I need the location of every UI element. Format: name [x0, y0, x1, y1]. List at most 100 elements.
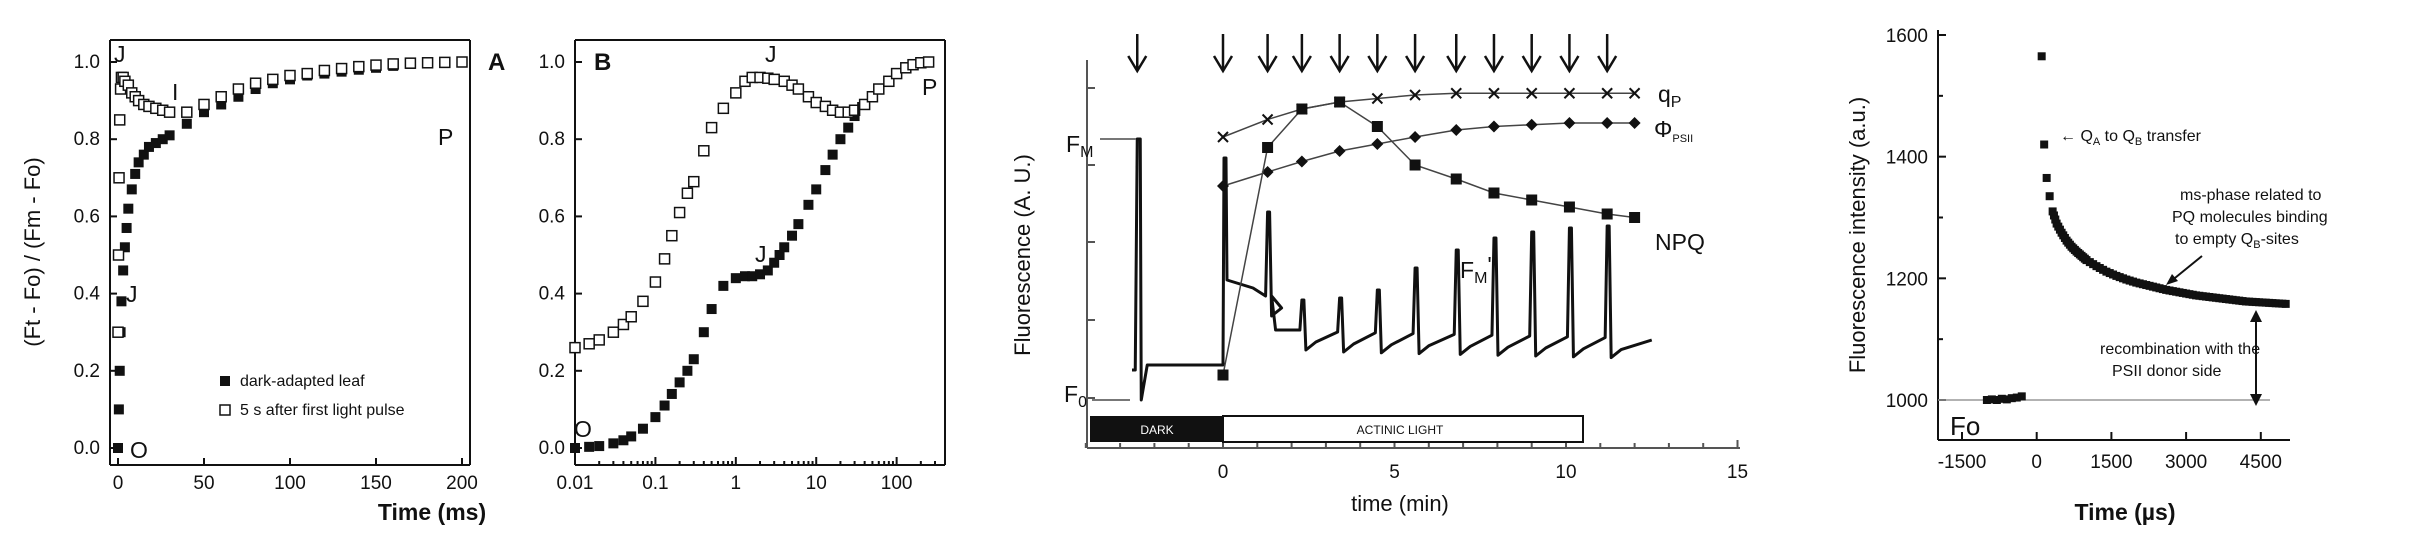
- after-pulse-point: [335, 62, 348, 75]
- after-pulse-point: [717, 102, 730, 115]
- dark-adapted-point: [570, 443, 580, 453]
- panel-b-y-tick-label: 0.2: [539, 361, 565, 382]
- panel-b-x-tick-label: 1: [731, 473, 742, 494]
- pulse-arrow-icon: [1597, 34, 1618, 74]
- dark-adapted-point: [849, 111, 860, 122]
- after-pulse-point: [112, 326, 124, 338]
- fluorescence-point: [2258, 298, 2267, 307]
- dark-adapted-point: [739, 271, 750, 282]
- panel-b-x-tick-label: 0.1: [642, 473, 668, 494]
- after-pulse-point: [353, 60, 365, 73]
- dark-adapted-point: [769, 257, 780, 268]
- dark-period-bar: [1090, 416, 1223, 442]
- qp-point: [1563, 87, 1576, 99]
- dark-adapted-point: [608, 438, 619, 449]
- npq-point: [1629, 212, 1641, 223]
- panel-c-x-tick-label: 10: [1555, 462, 1576, 483]
- dark-adapted-point: [594, 441, 605, 452]
- after-pulse-point: [922, 56, 935, 68]
- dark-adapted-point: [835, 134, 846, 145]
- panel-a-y-tick-label: 0.2: [74, 361, 100, 382]
- panel-a-annotation-j-low: J: [126, 281, 138, 307]
- fluorescence-point: [2148, 282, 2157, 291]
- dark-adapted-point: [123, 203, 134, 214]
- dark-adapted-point: [113, 443, 123, 453]
- dark-adapted-point: [130, 168, 141, 179]
- pulse-arrow-icon: [1367, 34, 1388, 74]
- panel-a-x-tick-label: 50: [193, 473, 214, 494]
- panel-b: 0.0 0.2 0.4 0.6 0.8 1.0 0.01 0.1 1 10 100 B J I P…: [539, 39, 946, 494]
- panel-b-x-ticks: 0.01 0.1 1 10 100: [557, 457, 936, 494]
- fluorescence-point: [2238, 297, 2247, 306]
- pulse-arrow-icon: [1329, 34, 1350, 74]
- dark-adapted-point: [121, 222, 132, 233]
- fluorescence-point: [2080, 254, 2089, 263]
- fluorescence-point: [2037, 52, 2046, 61]
- dark-adapted-point: [150, 138, 161, 149]
- fluorescence-point: [2178, 288, 2187, 297]
- npq-point: [1601, 208, 1613, 220]
- fluorescence-trace: [1132, 137, 1653, 402]
- after-pulse-point: [583, 338, 595, 350]
- panel-b-annotation-o: O: [574, 416, 592, 442]
- panel-a-annotation-p: P: [438, 124, 453, 150]
- qp-point: [1261, 113, 1274, 126]
- fluorescence-point: [1982, 396, 1991, 404]
- panel-d-x-tick-label: 3000: [2165, 452, 2207, 473]
- panel-b-x-tick-label: 10: [806, 473, 827, 494]
- after-pulse-point: [370, 59, 382, 71]
- qp-point: [1628, 87, 1641, 99]
- dark-adapted-point: [659, 400, 670, 411]
- phi-psii-point: [1371, 138, 1384, 150]
- fluorescence-point: [2048, 207, 2057, 216]
- after-pulse-point: [569, 341, 581, 354]
- phi-psii-label: ΦPSII: [1654, 116, 1693, 145]
- panel-c-series-line: [1222, 92, 1635, 138]
- panel-d-x-tick-label: 4500: [2240, 452, 2282, 473]
- fm-prime-label: FM': [1460, 252, 1492, 287]
- panel-a-marks: [112, 56, 468, 453]
- dark-adapted-point: [126, 184, 137, 195]
- panel-b-y-ticks: 0.0 0.2 0.4 0.6 0.8 1.0: [539, 52, 582, 459]
- after-pulse-point: [456, 56, 468, 68]
- fluorescence-point: [2089, 260, 2098, 269]
- after-pulse-point: [730, 87, 742, 99]
- panel-c-axes: [1086, 60, 1740, 449]
- dark-adapted-point: [698, 327, 709, 338]
- pulse-arrow-icon: [1257, 34, 1278, 74]
- after-pulse-point: [318, 64, 331, 77]
- actinic-light-label: ACTINIC LIGHT: [1357, 423, 1444, 437]
- npq-point: [1526, 194, 1538, 206]
- dark-adapted-point: [718, 280, 729, 291]
- phi-psii-point: [1601, 117, 1614, 129]
- f0-label: F0: [1064, 381, 1087, 411]
- dark-adapted-point: [138, 149, 149, 160]
- dark-adapted-point: [118, 265, 129, 276]
- light-regime-bar: DARK ACTINIC LIGHT: [1090, 415, 1584, 443]
- fluorescence-point: [2218, 294, 2227, 303]
- dark-adapted-point: [626, 431, 637, 442]
- panel-c-series-line: [1222, 122, 1635, 187]
- after-pulse-point: [802, 90, 815, 103]
- ms-phase-pointer: [2169, 255, 2203, 283]
- qp-point: [1525, 87, 1538, 99]
- qp-point: [1488, 87, 1500, 99]
- fluorescence-point: [2012, 393, 2021, 402]
- panel-d-y-tick-label: 1200: [1886, 269, 1928, 290]
- fluorescence-point: [2168, 287, 2177, 296]
- recombination-annotation-line-2: PSII donor side: [2112, 363, 2222, 380]
- panel-b-y-tick-label: 0.8: [539, 129, 565, 150]
- panel-b-annotation-p: P: [922, 74, 937, 100]
- fluorescence-point: [2017, 392, 2026, 401]
- fluorescence-point: [1997, 394, 2006, 403]
- after-pulse-point: [113, 172, 125, 184]
- after-pulse-point: [666, 229, 678, 242]
- fluorescence-point: [2158, 285, 2167, 294]
- dark-adapted-point: [666, 388, 677, 399]
- after-pulse-point: [658, 253, 671, 265]
- after-pulse-point: [883, 75, 895, 88]
- dark-adapted-point: [119, 242, 130, 253]
- panel-d-x-tick-label: -1500: [1938, 452, 1987, 473]
- phi-psii-point: [1525, 118, 1538, 131]
